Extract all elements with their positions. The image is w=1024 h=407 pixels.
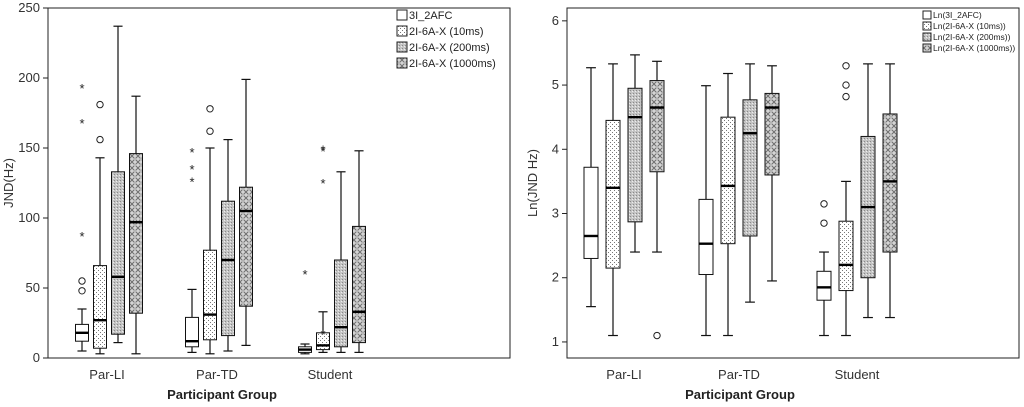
x-tick-left-2: Student xyxy=(308,367,353,382)
y-axis-right: 1 2 3 4 5 6 xyxy=(552,13,567,349)
y-tick-label-left-4: 200 xyxy=(18,70,40,85)
extreme-left-s1-g2-0: * xyxy=(320,327,325,342)
y-tick-label-left-2: 100 xyxy=(18,210,40,225)
extreme-left-s0-g1-1: * xyxy=(189,162,194,177)
x-axis-title-right: Participant Group xyxy=(685,387,795,402)
legend-swatch-right-1 xyxy=(922,21,932,31)
extreme-left-s1-g2-3: * xyxy=(320,142,325,157)
x-tick-left-1: Par-TD xyxy=(196,367,238,382)
legend-label-left-2: 2I-6A-X (200ms) xyxy=(409,42,490,54)
y-axis-title-left: JND(Hz) xyxy=(1,158,16,208)
extreme-left-s1-g2-1: * xyxy=(320,176,325,191)
box-left-s2-g2 xyxy=(334,259,348,348)
y-axis-title-right: Ln(JND Hz) xyxy=(525,149,540,217)
legend-label-right-1: Ln(2I-6A-X (10ms)) xyxy=(933,21,1006,31)
y-tick-label-left-5: 250 xyxy=(18,0,40,15)
outlier-right-s0-g2-1 xyxy=(820,200,828,208)
y-tick-label-right-5: 6 xyxy=(552,13,559,28)
box-right-s2-g0 xyxy=(627,87,643,223)
extreme-left-s0-g0-1: * xyxy=(79,116,84,131)
box-right-s0-g0 xyxy=(583,166,599,259)
x-tick-right-0: Par-LI xyxy=(606,367,641,382)
outlier-right-s1-g2-1 xyxy=(842,81,850,89)
outlier-left-s1-g0-0 xyxy=(96,135,104,144)
box-right-s3-g1 xyxy=(764,92,780,176)
box-left-s2-g1 xyxy=(221,200,235,337)
legend-label-left-0: 3I_2AFC xyxy=(409,10,452,22)
legend-label-right-2: Ln(2I-6A-X (200ms)) xyxy=(933,32,1011,42)
x-axis-title-left: Participant Group xyxy=(167,387,277,402)
boxes-left: *********** xyxy=(75,25,366,355)
x-tick-right-2: Student xyxy=(835,367,880,382)
box-right-s3-g0 xyxy=(649,80,665,173)
box-right-s1-g0 xyxy=(605,119,621,269)
box-left-s3-g1 xyxy=(239,186,253,307)
legend-swatch-right-2 xyxy=(922,32,932,42)
box-right-s1-g2 xyxy=(838,220,854,292)
legend-label-left-3: 2I-6A-X (1000ms) xyxy=(409,58,496,70)
box-left-s1-g0 xyxy=(93,265,107,349)
y-tick-label-left-0: 0 xyxy=(33,350,40,365)
y-tick-label-right-2: 3 xyxy=(552,206,559,221)
box-right-s1-g1 xyxy=(720,116,736,245)
outlier-left-s0-g0-1 xyxy=(78,277,86,285)
box-right-s3-g2 xyxy=(882,113,898,253)
box-right-s0-g1 xyxy=(698,198,714,276)
extreme-left-s0-g0-0: * xyxy=(79,229,84,244)
box-left-s2-g0 xyxy=(111,171,125,335)
legend-swatch-right-0 xyxy=(922,10,932,20)
x-tick-left-0: Par-LI xyxy=(89,367,124,382)
boxes-right xyxy=(583,54,898,340)
extreme-left-s0-g1-0: * xyxy=(189,175,194,190)
y-tick-label-left-3: 150 xyxy=(18,140,40,155)
legend-swatch-left-1 xyxy=(396,25,408,37)
legend-swatch-left-2 xyxy=(396,41,408,53)
outlier-left-s1-g1-0 xyxy=(206,127,214,135)
outlier-right-s1-g2-2 xyxy=(842,62,850,70)
chart-left: 0 50 100 150 200 250 JND(Hz) Par-LI Par-TD St… xyxy=(1,0,511,402)
y-tick-label-left-1: 50 xyxy=(26,280,40,295)
legend-swatch-right-3 xyxy=(922,43,932,53)
outlier-left-s1-g0-1 xyxy=(96,100,104,109)
box-left-s1-g1 xyxy=(203,249,217,341)
box-left-s3-g0 xyxy=(129,153,143,314)
extreme-left-s0-g2-0: * xyxy=(302,267,307,282)
legend-label-right-0: Ln(3I_2AFC) xyxy=(933,10,982,20)
y-axis-left: 0 50 100 150 200 250 xyxy=(18,0,48,365)
y-tick-label-right-3: 4 xyxy=(552,141,559,156)
legend-label-left-1: 2I-6A-X (10ms) xyxy=(409,26,484,38)
box-right-s2-g1 xyxy=(742,99,758,237)
legend-swatch-left-0 xyxy=(396,9,408,21)
legend-right: Ln(3I_2AFC) Ln(2I-6A-X (10ms)) Ln(2I-6A-… xyxy=(922,10,1015,53)
extreme-left-s1-g2-2: * xyxy=(320,144,325,159)
x-tick-right-1: Par-TD xyxy=(718,367,760,382)
legend-swatch-left-3 xyxy=(396,57,408,69)
outlier-left-s1-g1-1 xyxy=(206,105,214,113)
outlier-right-s1-g2-0 xyxy=(842,92,850,101)
extreme-left-s0-g1-2: * xyxy=(189,145,194,160)
y-tick-label-right-1: 2 xyxy=(552,270,559,285)
outlier-left-s0-g0-0 xyxy=(78,287,86,295)
outlier-right-s0-g2-0 xyxy=(820,219,828,227)
box-left-s0-g1 xyxy=(185,316,199,348)
legend-left: 3I_2AFC 2I-6A-X (10ms) 2I-6A-X (200ms) 2… xyxy=(396,9,496,70)
box-right-s0-g2 xyxy=(816,270,832,301)
extreme-left-s0-g0-2: * xyxy=(79,81,84,96)
box-left-s3-g2 xyxy=(352,225,366,344)
legend-label-right-3: Ln(2I-6A-X (1000ms)) xyxy=(933,43,1015,53)
outlier-right-s3-g0-0 xyxy=(653,331,661,340)
y-tick-label-right-0: 1 xyxy=(552,334,559,349)
y-tick-label-right-4: 5 xyxy=(552,77,559,92)
